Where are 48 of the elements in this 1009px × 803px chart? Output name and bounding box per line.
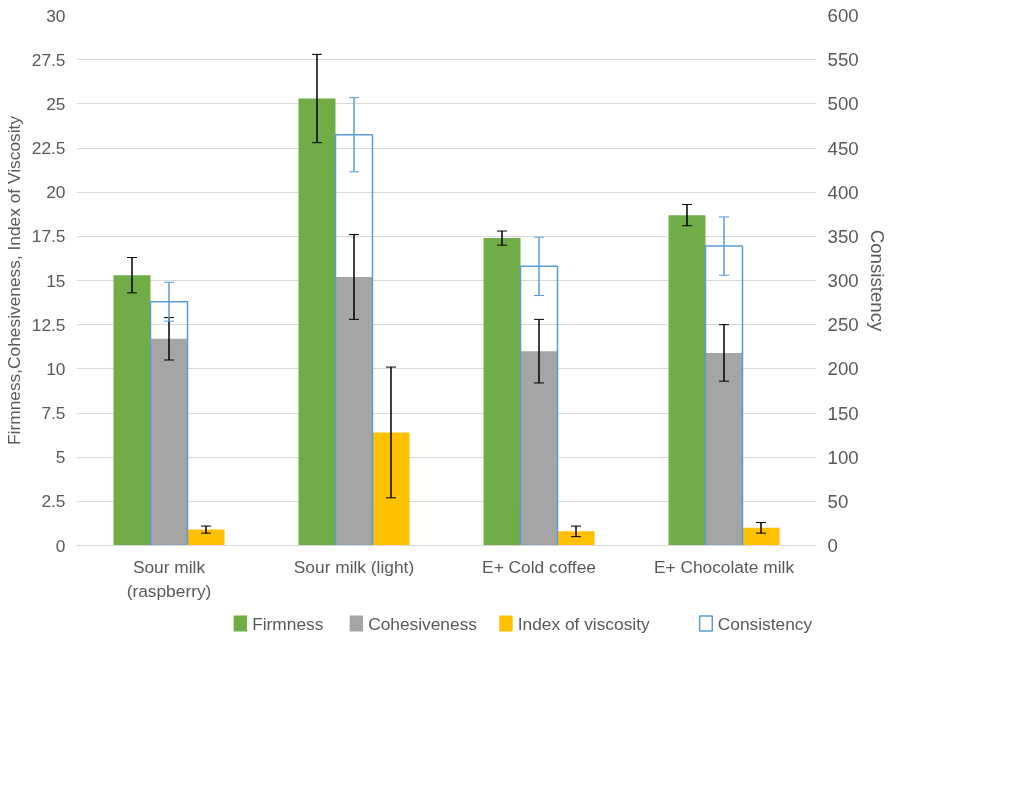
y-tick-label: 15 [46, 270, 66, 291]
legend-label: Cohesiveness [368, 613, 478, 634]
bar [483, 238, 521, 546]
y-tick-label: 0 [55, 535, 66, 556]
y-tick-label: 22.5 [31, 138, 66, 158]
bar [372, 432, 410, 546]
legend-label: Consistency [717, 613, 813, 634]
y-tick-label: 2.5 [41, 491, 66, 512]
bar [520, 351, 558, 546]
x-tick-label: Sour milk (light) [293, 556, 415, 577]
legend-label: Index of viscosity [517, 613, 650, 634]
y-tick-label: 17.5 [31, 226, 66, 247]
bar [335, 276, 373, 546]
bar [705, 352, 743, 546]
y-tick-label: 5 [55, 447, 66, 468]
y2-tick-label: 50 [827, 490, 849, 512]
legend-label: Firmness [252, 613, 324, 634]
x-tick-label: E+ Cold coffee [482, 556, 596, 577]
y2-tick-label: 500 [827, 93, 859, 115]
y2-tick-label: 300 [827, 270, 859, 291]
y2-tick-label: 0 [827, 535, 838, 556]
bar [668, 215, 706, 546]
bar [150, 338, 188, 546]
bar [742, 527, 780, 546]
y2-tick-label: 600 [827, 5, 859, 26]
bar [187, 529, 225, 546]
bar [557, 531, 595, 546]
bar [113, 275, 151, 546]
y2-tick-label: 100 [827, 446, 859, 468]
x-tick-label: Sour milk (raspberry) [126, 556, 212, 601]
y-axis-title: Firmness,Cohesiveness, Index of Viscosity [3, 115, 24, 446]
bar [298, 98, 336, 546]
x-tick-label: E+ Chocolate milk [653, 556, 795, 577]
y2-tick-label: 250 [827, 314, 859, 336]
y-tick-label: 20 [46, 182, 66, 203]
y2-tick-label: 200 [827, 358, 859, 380]
y-tick-label: 7.5 [41, 403, 66, 423]
y2-tick-label: 350 [827, 225, 859, 247]
y2-tick-label: 550 [827, 49, 859, 71]
y-tick-label: 25 [46, 93, 66, 114]
y-tick-label: 30 [46, 5, 66, 26]
y-tick-label: 12.5 [31, 314, 66, 335]
y2-tick-label: 400 [827, 181, 859, 203]
y-tick-label: 10 [46, 358, 66, 379]
y2-tick-label: 450 [827, 137, 859, 159]
y-tick-label: 27.5 [31, 49, 66, 70]
y2-axis-title: Consistency [866, 229, 888, 332]
y2-tick-label: 150 [827, 402, 859, 424]
